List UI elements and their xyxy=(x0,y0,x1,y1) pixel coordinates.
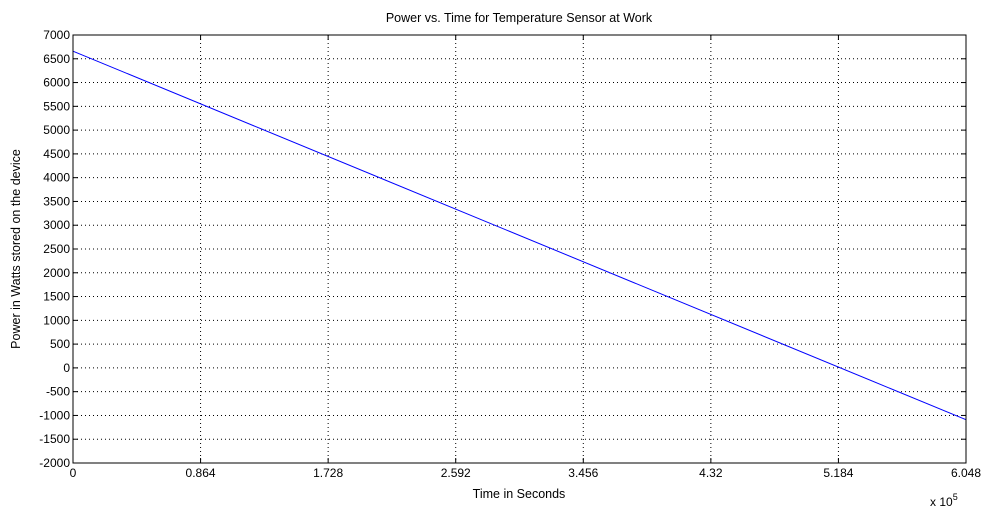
grid-lines xyxy=(73,35,966,463)
y-tick-label: 0 xyxy=(63,361,70,375)
y-tick-label: 3500 xyxy=(43,194,70,208)
x-tick-label: 1.728 xyxy=(313,466,343,480)
y-tick-label: -1500 xyxy=(39,432,70,446)
y-tick-label: -2000 xyxy=(39,456,70,470)
y-tick-label: 7000 xyxy=(43,28,70,42)
y-tick-label: 3000 xyxy=(43,218,70,232)
x-tick-label: 3.456 xyxy=(568,466,598,480)
y-tick-label: -500 xyxy=(46,385,70,399)
tick-marks xyxy=(72,34,967,464)
x-tick-label: 5.184 xyxy=(823,466,853,480)
tick-labels: 0 0.864 1.728 2.592 3.456 4.32 5.184 6.048 -2000… xyxy=(39,28,981,480)
y-tick-label: 4500 xyxy=(43,147,70,161)
y-tick-label: 5000 xyxy=(43,123,70,137)
y-tick-label: 5500 xyxy=(43,99,70,113)
x-axis-title: Time in Seconds xyxy=(473,487,566,501)
y-tick-label: 4000 xyxy=(43,171,70,185)
x-tick-label: 0 xyxy=(70,466,77,480)
x-axis-exponent: x 105 xyxy=(930,492,958,508)
x-tick-label: 4.32 xyxy=(699,466,723,480)
series-line xyxy=(72,50,967,421)
x-tick-label: 2.592 xyxy=(441,466,471,480)
x-tick-label: 0.864 xyxy=(186,466,216,480)
chart-title: Power vs. Time for Temperature Sensor at… xyxy=(386,11,653,25)
y-tick-label: 1500 xyxy=(43,290,70,304)
y-tick-label: 2000 xyxy=(43,266,70,280)
y-tick-label: -1000 xyxy=(39,408,70,422)
x-axis-exponent-power: 5 xyxy=(953,492,958,502)
y-tick-label: 500 xyxy=(50,337,70,351)
y-axis-title: Power in Watts stored on the device xyxy=(9,149,23,349)
y-tick-label: 2500 xyxy=(43,242,70,256)
y-tick-label: 1000 xyxy=(43,313,70,327)
x-axis-exponent-base: x 10 xyxy=(930,495,953,508)
plot-area xyxy=(73,35,966,463)
y-tick-label: 6000 xyxy=(43,76,70,90)
series-layer xyxy=(72,50,967,421)
x-tick-label: 6.048 xyxy=(951,466,981,480)
y-tick-label: 6500 xyxy=(43,52,70,66)
